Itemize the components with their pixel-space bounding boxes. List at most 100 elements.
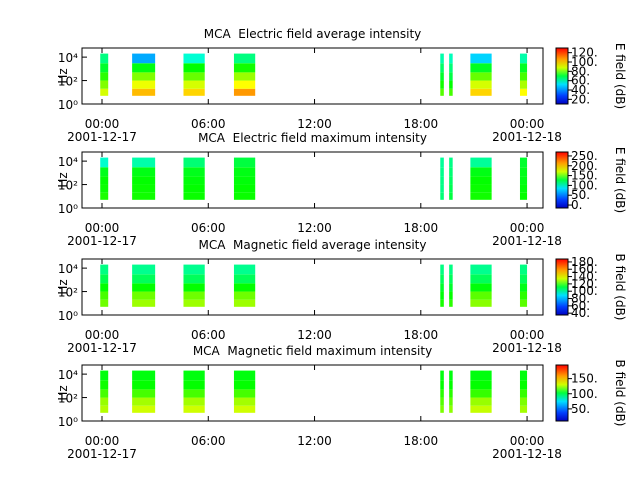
spectrogram-cell xyxy=(233,370,256,381)
x-tick-date: 2001-12-18 xyxy=(492,341,562,355)
spectrogram-cell xyxy=(132,291,156,300)
spectrogram-cell xyxy=(449,405,453,413)
spectrogram-cell xyxy=(100,53,109,64)
colorbar-tick-label: 180. xyxy=(571,255,598,269)
spectrogram-cell xyxy=(440,264,444,275)
spectrogram-cell xyxy=(449,380,453,390)
x-tick-label: 12:00 xyxy=(297,221,332,235)
x-tick-label: 00:00 xyxy=(510,328,545,342)
spectrogram-cell xyxy=(100,405,109,413)
colorbar-label: E field (dB) xyxy=(613,147,627,213)
spectrogram-cell xyxy=(183,389,205,398)
x-tick-label: 06:00 xyxy=(191,221,226,235)
spectrogram-cell xyxy=(449,397,453,406)
colorbar-tick-label: 160. xyxy=(571,262,598,276)
colorbar-tick-label: 0. xyxy=(571,198,582,212)
spectrogram-cell xyxy=(183,157,205,168)
spectrogram-cell xyxy=(183,380,205,390)
y-tick-label: 10² xyxy=(58,179,78,193)
spectrogram-cell xyxy=(449,80,453,89)
spectrogram-cell xyxy=(100,291,109,300)
spectrogram-cell xyxy=(233,63,256,73)
spectrogram-cell xyxy=(233,157,256,168)
spectrogram-cell xyxy=(132,405,156,413)
spectrogram-cell xyxy=(449,72,453,81)
colorbar-tick-label: 100. xyxy=(571,284,598,298)
spectrogram-cell xyxy=(100,176,109,185)
spectrogram-cell xyxy=(183,176,205,185)
spectrogram-cell xyxy=(470,405,492,413)
spectrogram-cell xyxy=(100,299,109,307)
panel-title: MCA Electric field maximum intensity xyxy=(198,131,427,145)
spectrogram-cell xyxy=(470,274,492,284)
x-tick-date: 2001-12-18 xyxy=(492,234,562,248)
y-tick-label: 10⁰ xyxy=(58,98,78,112)
spectrogram-cell xyxy=(233,72,256,81)
x-tick-label: 00:00 xyxy=(85,434,120,448)
colorbar-tick-label: 150. xyxy=(571,169,598,183)
panel-title: MCA Magnetic field average intensity xyxy=(198,238,426,252)
spectrogram-cell xyxy=(440,370,444,381)
spectrogram-cell xyxy=(440,63,444,73)
spectrogram-cell xyxy=(519,167,528,177)
spectrogram-cell xyxy=(470,291,492,300)
spectrogram-cell xyxy=(470,299,492,307)
spectrogram-cell xyxy=(440,184,444,193)
y-tick-label: 10² xyxy=(58,286,78,300)
spectrogram-cell xyxy=(100,80,109,89)
y-axis-label: Hz xyxy=(56,385,70,400)
spectrogram-cell xyxy=(470,72,492,81)
plot-frame xyxy=(81,258,544,316)
spectrogram-cell xyxy=(233,380,256,390)
spectrogram-cell xyxy=(470,264,492,275)
spectrogram-cell xyxy=(449,167,453,177)
spectrogram-cell xyxy=(183,63,205,73)
x-tick-label: 18:00 xyxy=(404,328,439,342)
x-tick-date: 2001-12-17 xyxy=(67,234,137,248)
spectrogram-cell xyxy=(440,397,444,406)
spectrogram-cell xyxy=(449,176,453,185)
spectrogram-cell xyxy=(100,264,109,275)
x-tick-date: 2001-12-17 xyxy=(67,447,137,461)
colorbar-tick-label: 80. xyxy=(571,64,590,78)
colorbar-tick-label: 20. xyxy=(571,92,590,106)
spectrogram-cell xyxy=(233,192,256,200)
spectrogram-cell xyxy=(100,72,109,81)
colorbar xyxy=(555,258,569,316)
spectrogram-cell xyxy=(132,389,156,398)
colorbar-tick-label: 50. xyxy=(571,188,590,202)
spectrogram-cell xyxy=(449,63,453,73)
spectrogram-cell xyxy=(449,274,453,284)
spectrogram-cell xyxy=(100,389,109,398)
spectrogram-cell xyxy=(440,192,444,200)
x-tick-label: 18:00 xyxy=(404,221,439,235)
spectrogram-cell xyxy=(519,405,528,413)
spectrogram-cell xyxy=(440,157,444,168)
y-tick-label: 10⁴ xyxy=(58,262,78,276)
colorbar-tick-label: 50. xyxy=(571,402,590,416)
y-tick-label: 10² xyxy=(58,75,78,89)
spectrogram-cell xyxy=(519,264,528,275)
plot-frame xyxy=(81,47,544,105)
spectrogram-cell xyxy=(440,283,444,292)
spectrogram-cell xyxy=(132,397,156,406)
spectrogram-cell xyxy=(470,80,492,89)
spectrogram-cell xyxy=(233,299,256,307)
panel: MCA Electric field maximum intensity 10⁰ 1… xyxy=(56,131,627,248)
spectrogram-cell xyxy=(519,397,528,406)
y-axis-label: Hz xyxy=(56,68,70,83)
spectrogram-cell xyxy=(183,184,205,193)
x-tick-label: 00:00 xyxy=(85,328,120,342)
x-tick-label: 00:00 xyxy=(510,221,545,235)
x-tick-label: 12:00 xyxy=(297,434,332,448)
x-tick-date: 2001-12-18 xyxy=(492,447,562,461)
spectrogram-cell xyxy=(100,380,109,390)
colorbar-tick-label: 100. xyxy=(571,178,598,192)
spectrogram-cell xyxy=(183,397,205,406)
spectrogram-cell xyxy=(470,283,492,292)
x-tick-label: 06:00 xyxy=(191,328,226,342)
spectrogram-cell xyxy=(519,157,528,168)
x-tick-date: 2001-12-17 xyxy=(67,341,137,355)
colorbar xyxy=(555,47,569,105)
panel-title: MCA Electric field average intensity xyxy=(204,27,422,41)
